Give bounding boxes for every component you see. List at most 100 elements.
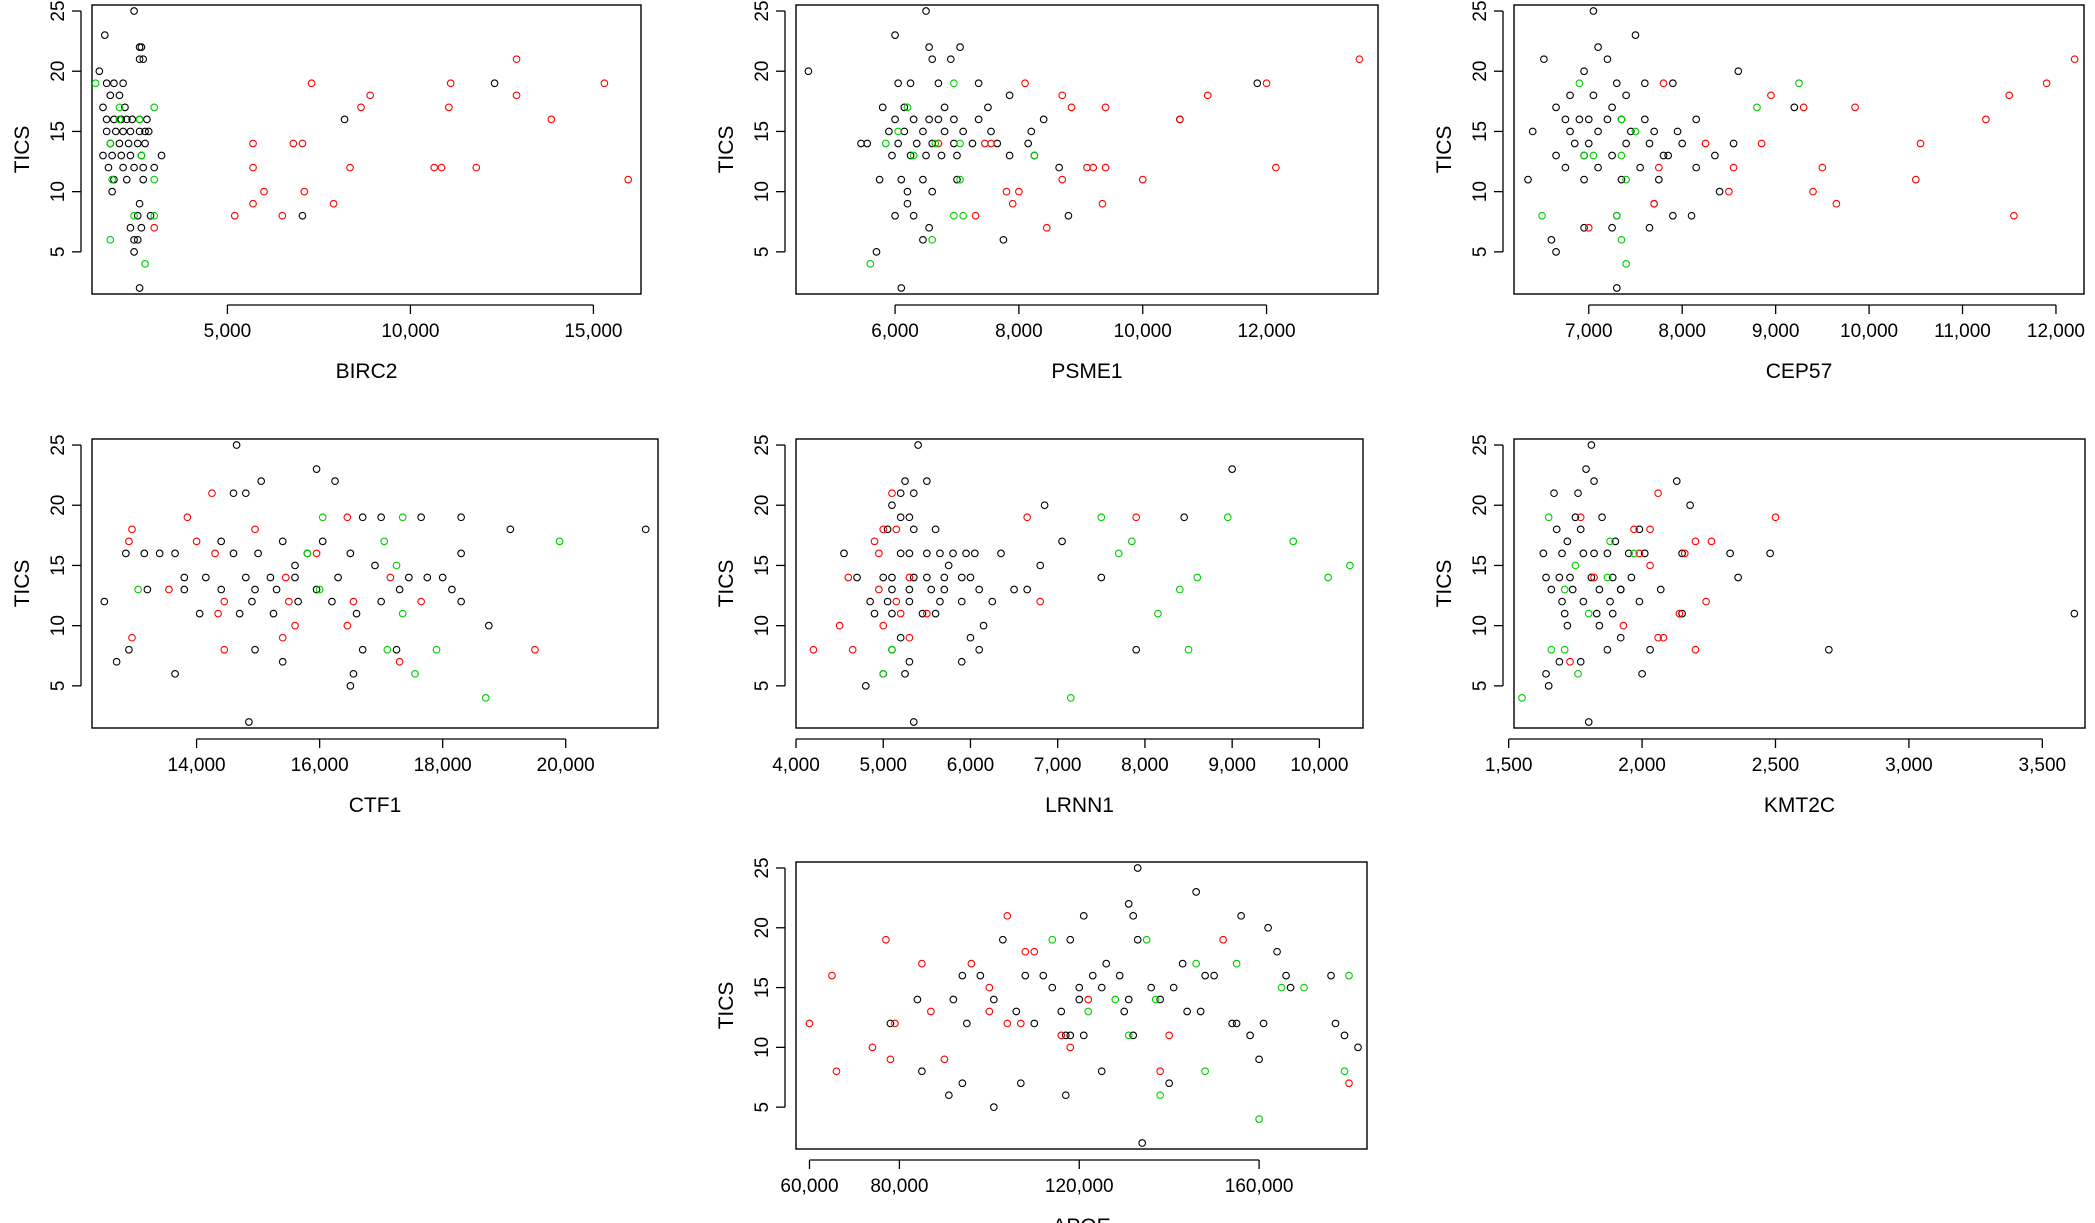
- data-point: [882, 935, 890, 944]
- scatter-panel-lrnn1: 4,000 5,000 6,000 7,000 8,000 9,000 10,000 LRNN…: [715, 434, 1364, 817]
- data-point: [150, 103, 159, 112]
- data-point: [1575, 79, 1584, 88]
- data-point: [1079, 911, 1088, 920]
- data-point: [328, 597, 336, 606]
- data-point: [891, 1019, 899, 1028]
- data-point: [1587, 573, 1596, 582]
- data-point: [919, 127, 927, 136]
- data-point: [334, 573, 342, 582]
- data-point: [1547, 645, 1556, 654]
- y-axis: 5 10 15 20 25: [752, 857, 786, 1113]
- data-point: [144, 127, 153, 136]
- data-point: [1595, 621, 1604, 630]
- data-point: [1255, 1055, 1263, 1064]
- plot-frame: [1513, 4, 2085, 295]
- data-point: [1630, 549, 1638, 558]
- data-point: [1691, 537, 1700, 546]
- data-point: [1561, 163, 1570, 172]
- data-point: [1259, 1019, 1268, 1028]
- data-point: [1566, 657, 1574, 666]
- data-point: [349, 597, 358, 606]
- data-point: [863, 139, 872, 148]
- data-point: [1638, 669, 1646, 678]
- x-axis: 6,000 8,000 10,000 12,000: [871, 304, 1296, 342]
- x-axis-label: KMT2C: [1764, 794, 1835, 817]
- data-point: [395, 657, 404, 666]
- data-point: [1571, 561, 1580, 570]
- data-point: [897, 284, 906, 292]
- data-point: [1084, 1007, 1093, 1016]
- data-point: [143, 585, 152, 594]
- data-point: [905, 597, 914, 606]
- data-point: [266, 573, 275, 582]
- data-point: [953, 151, 961, 160]
- data-point: [383, 645, 392, 654]
- data-point: [1178, 959, 1187, 968]
- data-point: [979, 621, 988, 630]
- y-tick-label: 5: [752, 1102, 773, 1113]
- data-point: [395, 585, 404, 594]
- data-point: [903, 187, 912, 196]
- data-point: [135, 55, 144, 64]
- data-point: [886, 1019, 895, 1028]
- data-point: [883, 597, 892, 606]
- data-point: [1042, 223, 1051, 232]
- x-axis-label: LRNN1: [1045, 794, 1114, 817]
- data-point: [885, 127, 893, 136]
- data-point: [272, 585, 281, 594]
- data-point: [1331, 1019, 1340, 1028]
- data-point: [121, 103, 129, 112]
- data-point: [1659, 633, 1668, 642]
- data-point: [446, 79, 455, 88]
- data-point: [1048, 935, 1057, 944]
- data-point: [1192, 888, 1200, 896]
- data-point: [894, 79, 903, 88]
- data-point: [1355, 55, 1364, 64]
- plot-frame: [1513, 438, 2086, 729]
- data-point: [1734, 573, 1742, 582]
- scatter-panel-kmt2c: 1,500 2,000 2,500 3,000 3,500 KMT2C 5 10 15 20 25 T…: [1433, 434, 2086, 817]
- data-point: [1098, 199, 1107, 208]
- data-point: [927, 1007, 935, 1016]
- data-point: [254, 549, 262, 558]
- data-point: [959, 211, 968, 220]
- data-point: [922, 609, 931, 618]
- data-point: [1678, 139, 1687, 148]
- data-point: [1300, 983, 1308, 992]
- data-point: [918, 609, 927, 618]
- data-point: [1580, 175, 1588, 184]
- data-point: [377, 513, 386, 522]
- data-point: [912, 139, 921, 148]
- data-point: [392, 645, 401, 654]
- data-point: [1678, 609, 1686, 618]
- x-tick-label: 7,000: [1034, 755, 1082, 776]
- data-point: [1616, 585, 1625, 594]
- data-point: [248, 597, 256, 606]
- data-point: [437, 163, 446, 172]
- data-point: [905, 549, 914, 558]
- data-point: [121, 549, 130, 558]
- data-point: [953, 175, 961, 184]
- data-point: [1558, 597, 1566, 606]
- data-point: [1057, 1031, 1066, 1040]
- data-point: [1114, 549, 1123, 558]
- data-point: [1622, 260, 1630, 268]
- data-point: [1594, 163, 1602, 172]
- data-point: [110, 115, 118, 124]
- data-point: [956, 43, 964, 51]
- scatter-panel-psme1: 6,000 8,000 10,000 12,000 PSME1 5 10 15 20 25 TICS: [715, 0, 1379, 383]
- data-point: [957, 657, 966, 666]
- data-point: [1124, 900, 1133, 908]
- data-point: [1654, 163, 1663, 172]
- data-point: [1079, 1031, 1088, 1040]
- data-point: [1631, 127, 1640, 136]
- y-tick-label: 20: [752, 917, 773, 938]
- data-point: [128, 633, 136, 642]
- data-point: [457, 549, 465, 558]
- data-point: [99, 103, 107, 112]
- data-point: [1201, 971, 1209, 980]
- data-point: [171, 549, 179, 558]
- data-point: [866, 597, 874, 606]
- data-point: [1598, 513, 1606, 522]
- data-point: [901, 477, 909, 485]
